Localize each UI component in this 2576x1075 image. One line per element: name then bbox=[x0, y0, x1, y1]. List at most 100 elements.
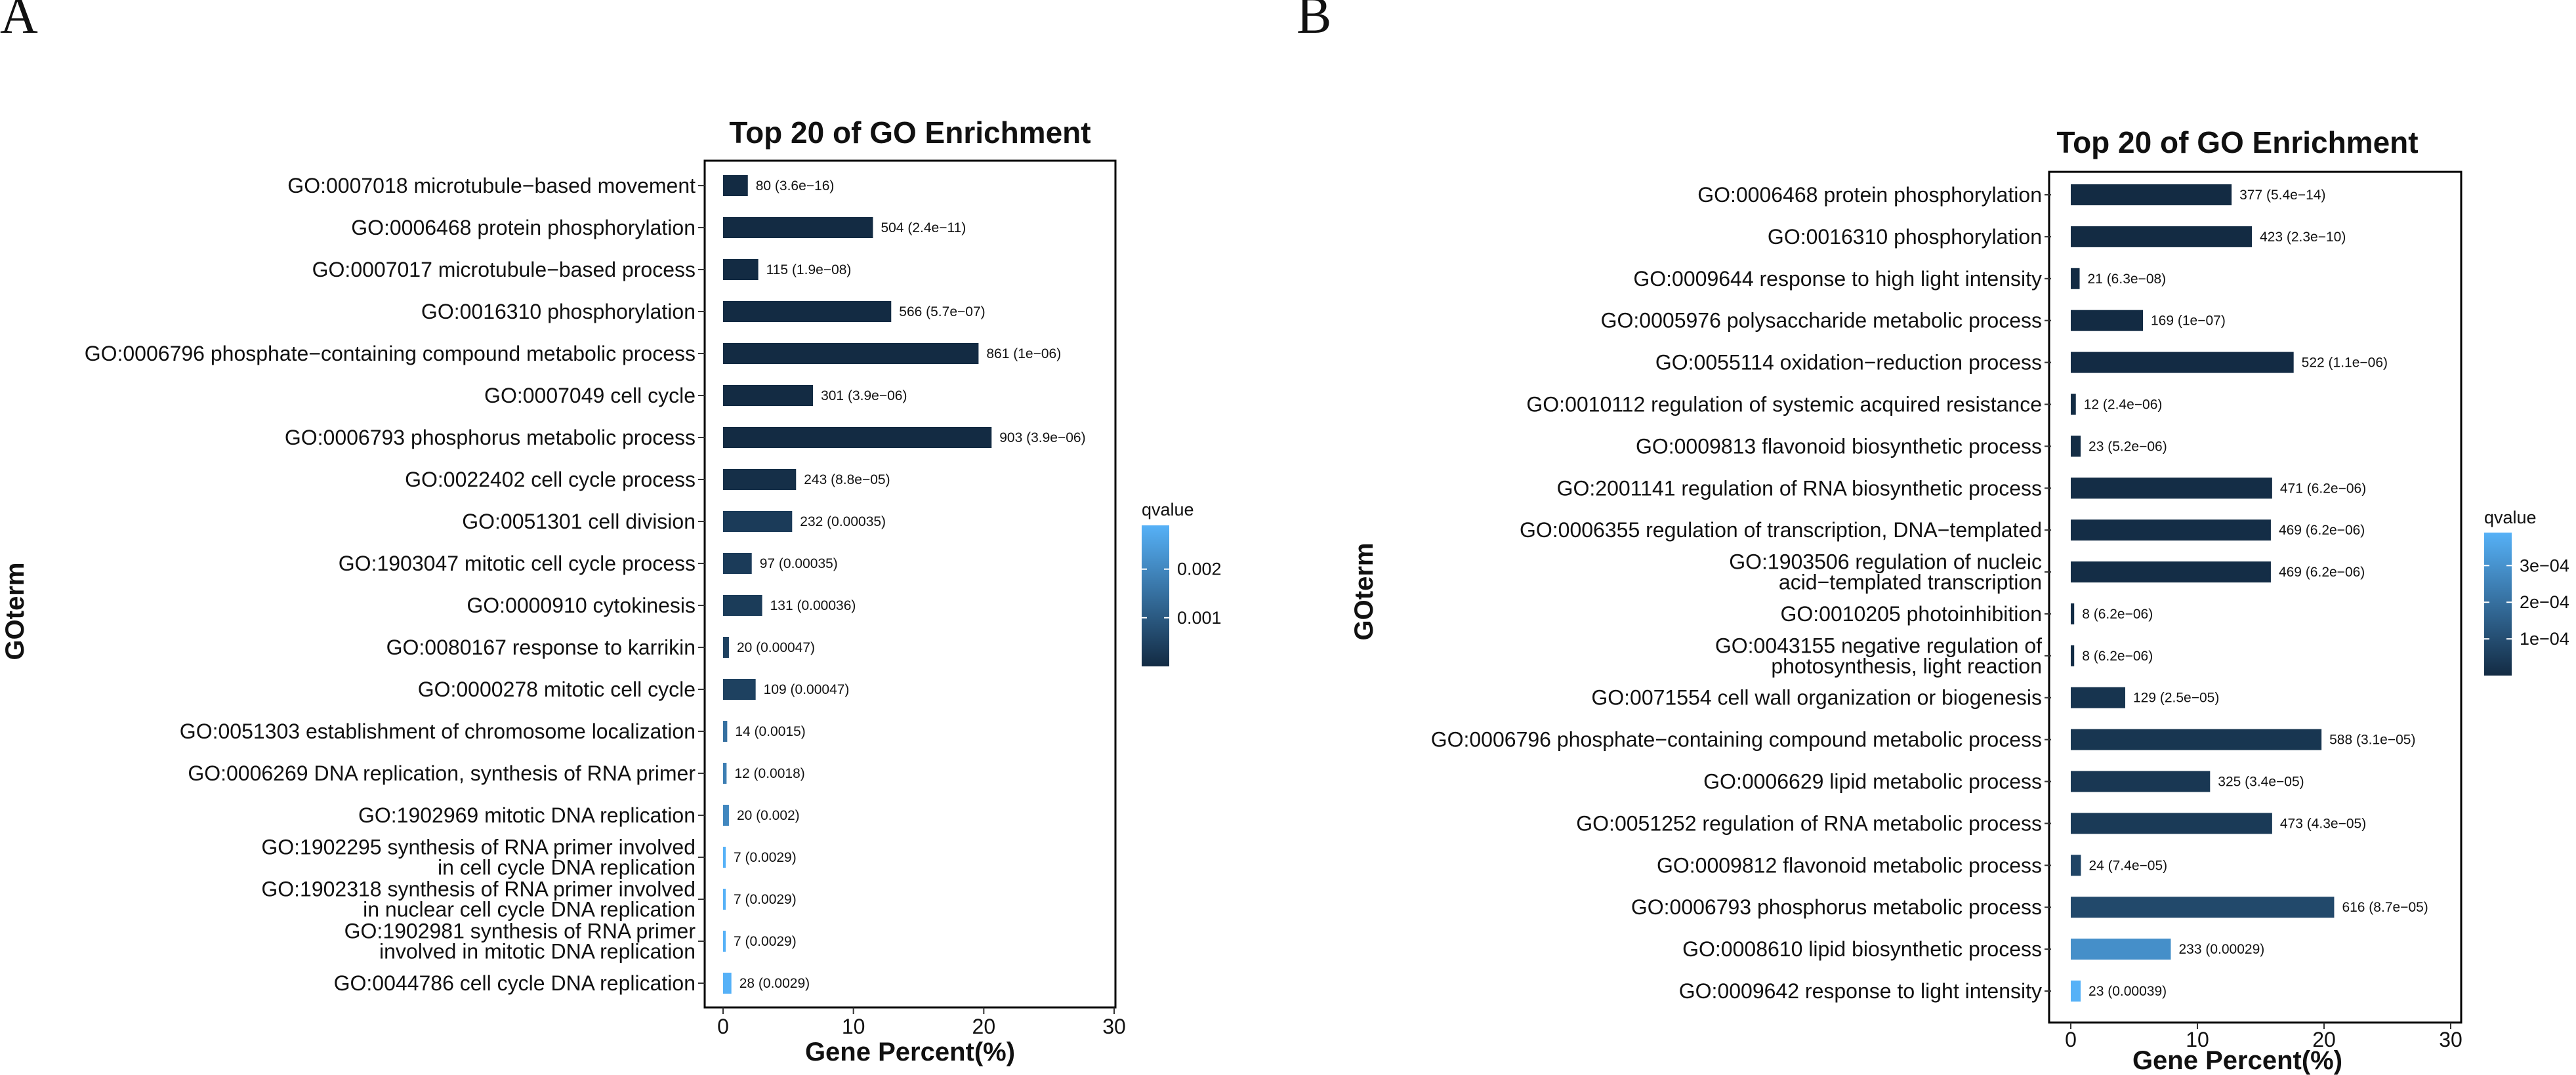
x-tick-label: 20 bbox=[2312, 1028, 2336, 1051]
term-label: GO:0007049 cell cycle bbox=[484, 384, 696, 407]
term-label: GO:0006355 regulation of transcription, … bbox=[1520, 518, 2042, 542]
x-tick-label: 0 bbox=[717, 1015, 729, 1038]
bar-value-label: 522 (1.1e−06) bbox=[2302, 355, 2388, 371]
bar-value-label: 616 (8.7e−05) bbox=[2342, 900, 2428, 915]
term-label: GO:1902981 synthesis of RNA primer bbox=[344, 920, 696, 943]
bar-value-label: 7 (0.0029) bbox=[734, 892, 797, 907]
bar-b-11 bbox=[2071, 603, 2075, 624]
chart-title-b: Top 20 of GO Enrichment bbox=[2056, 125, 2418, 159]
bar-a-4 bbox=[723, 301, 892, 322]
legend-a: qvalue 0.002 0.001 bbox=[1142, 500, 1222, 666]
bar-value-label: 8 (6.2e−06) bbox=[2082, 649, 2153, 664]
term-label: acid−templated transcription bbox=[1779, 571, 2042, 594]
bars-a: 80 (3.6e−16) GO:0007018 microtubule−based… bbox=[85, 174, 1086, 995]
term-label: GO:0080167 response to karrikin bbox=[386, 636, 696, 659]
bar-value-label: 20 (0.00047) bbox=[737, 640, 815, 655]
panel-letter-a: A bbox=[0, 0, 38, 45]
term-label: GO:1902318 synthesis of RNA primer invol… bbox=[261, 878, 696, 901]
term-label: GO:0006468 protein phosphorylation bbox=[351, 216, 696, 239]
bar-b-19 bbox=[2071, 939, 2171, 960]
bar-b-17 bbox=[2071, 855, 2081, 876]
bar-a-2 bbox=[723, 217, 873, 238]
bar-value-label: 423 (2.3e−10) bbox=[2260, 230, 2346, 245]
bar-a-14 bbox=[723, 721, 728, 742]
bar-value-label: 243 (8.8e−05) bbox=[804, 472, 890, 487]
x-axis-label-a: Gene Percent(%) bbox=[805, 1038, 1015, 1066]
term-label: GO:0006468 protein phosphorylation bbox=[1697, 183, 2042, 207]
bar-value-label: 232 (0.00035) bbox=[800, 514, 886, 529]
bar-value-label: 233 (0.00029) bbox=[2178, 942, 2264, 957]
x-ticks-b: 0 10 20 30 bbox=[2065, 1023, 2462, 1051]
bar-value-label: 12 (0.0018) bbox=[734, 766, 804, 781]
bar-b-5 bbox=[2071, 352, 2294, 373]
bar-value-label: 129 (2.5e−05) bbox=[2133, 691, 2219, 706]
legend-tick-label: 0.002 bbox=[1177, 559, 1222, 579]
term-label: involved in mitotic DNA replication bbox=[379, 940, 696, 963]
legend-tick-label: 3e−04 bbox=[2520, 556, 2569, 575]
panel-letter-b: B bbox=[1297, 0, 1331, 45]
term-label: GO:0006629 lipid metabolic process bbox=[1703, 770, 2042, 794]
term-label: GO:0044786 cell cycle DNA replication bbox=[334, 971, 696, 995]
bar-a-6 bbox=[723, 385, 814, 406]
bar-a-9 bbox=[723, 511, 793, 532]
term-label: GO:0009812 flavonoid metabolic process bbox=[1657, 853, 2042, 877]
bar-value-label: 8 (6.2e−06) bbox=[2082, 607, 2153, 622]
bar-b-2 bbox=[2071, 226, 2252, 247]
bar-a-1 bbox=[723, 175, 748, 196]
x-tick-label: 10 bbox=[842, 1015, 865, 1038]
bar-a-12 bbox=[723, 637, 729, 658]
bar-value-label: 169 (1e−07) bbox=[2151, 314, 2226, 329]
bar-value-label: 471 (6.2e−06) bbox=[2280, 481, 2366, 496]
term-label: GO:2001141 regulation of RNA biosyntheti… bbox=[1557, 476, 2042, 500]
bar-value-label: 377 (5.4e−14) bbox=[2239, 188, 2325, 203]
bar-value-label: 588 (3.1e−05) bbox=[2329, 733, 2415, 748]
bar-a-19 bbox=[723, 931, 726, 952]
bar-value-label: 469 (6.2e−06) bbox=[2279, 523, 2365, 538]
bar-a-11 bbox=[723, 595, 762, 616]
legend-tick-label: 1e−04 bbox=[2520, 629, 2569, 649]
x-tick-label: 30 bbox=[2439, 1028, 2462, 1051]
term-label: GO:0009813 flavonoid biosynthetic proces… bbox=[1636, 434, 2042, 458]
bars-b: 377 (5.4e−14) GO:0006468 protein phosphor… bbox=[1431, 183, 2428, 1003]
bar-b-16 bbox=[2071, 813, 2272, 834]
bar-value-label: 23 (5.2e−06) bbox=[2088, 439, 2167, 454]
legend-tick-label: 2e−04 bbox=[2520, 592, 2569, 612]
bar-value-label: 80 (3.6e−16) bbox=[756, 178, 835, 193]
term-label: GO:0071554 cell wall organization or bio… bbox=[1591, 686, 2042, 710]
bar-value-label: 903 (3.9e−06) bbox=[999, 430, 1085, 445]
term-label: GO:0016310 phosphorylation bbox=[421, 300, 696, 323]
term-label: GO:0005976 polysaccharide metabolic proc… bbox=[1601, 309, 2042, 333]
term-label: GO:0010112 regulation of systemic acquir… bbox=[1526, 392, 2042, 416]
term-label: GO:0022402 cell cycle process bbox=[405, 468, 696, 491]
x-tick-label: 20 bbox=[972, 1015, 996, 1038]
term-label: GO:0000910 cytokinesis bbox=[467, 594, 696, 617]
bar-value-label: 14 (0.0015) bbox=[735, 724, 805, 739]
bar-b-7 bbox=[2071, 436, 2081, 457]
term-label: in cell cycle DNA replication bbox=[438, 856, 696, 880]
bar-value-label: 24 (7.4e−05) bbox=[2088, 858, 2167, 873]
chart-title-a: Top 20 of GO Enrichment bbox=[729, 115, 1091, 150]
bar-value-label: 7 (0.0029) bbox=[734, 934, 797, 949]
bar-b-18 bbox=[2071, 897, 2335, 918]
term-label: GO:0006796 phosphate−containing compound… bbox=[85, 342, 696, 365]
bar-a-5 bbox=[723, 343, 979, 364]
bar-a-3 bbox=[723, 259, 758, 280]
bar-value-label: 12 (2.4e−06) bbox=[2084, 397, 2163, 412]
legend-b: qvalue 3e−04 2e−04 1e−04 bbox=[2484, 508, 2569, 676]
bar-value-label: 115 (1.9e−08) bbox=[766, 262, 852, 277]
bar-value-label: 504 (2.4e−11) bbox=[881, 220, 966, 235]
x-ticks-a: 0 10 20 30 bbox=[717, 1007, 1126, 1038]
bar-value-label: 131 (0.00036) bbox=[770, 598, 856, 613]
bar-value-label: 861 (1e−06) bbox=[986, 346, 1061, 361]
bar-a-15 bbox=[723, 763, 727, 784]
bar-b-6 bbox=[2071, 394, 2076, 415]
bar-value-label: 325 (3.4e−05) bbox=[2218, 775, 2304, 790]
term-label: GO:0051303 establishment of chromosome l… bbox=[180, 720, 696, 743]
bar-value-label: 21 (6.3e−08) bbox=[2088, 272, 2167, 287]
term-label: GO:1903506 regulation of nucleic bbox=[1729, 550, 2042, 574]
bar-a-18 bbox=[723, 889, 726, 910]
bar-value-label: 28 (0.0029) bbox=[739, 976, 810, 991]
bar-value-label: 20 (0.002) bbox=[737, 808, 800, 823]
legend-title-a: qvalue bbox=[1142, 500, 1194, 519]
legend-colorbar-a bbox=[1142, 525, 1169, 666]
